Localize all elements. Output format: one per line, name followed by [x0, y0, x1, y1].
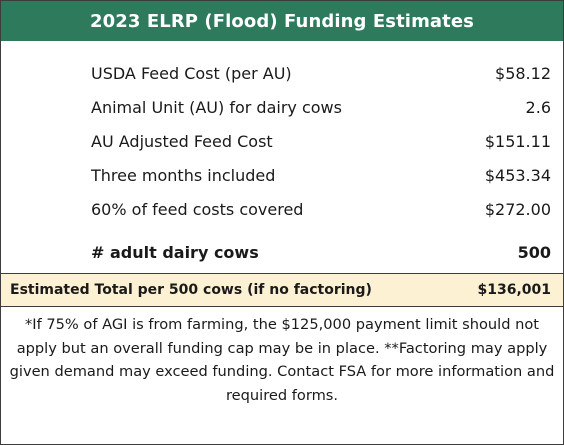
row-value: $58.12 [495, 63, 551, 83]
row-value: 2.6 [525, 97, 551, 117]
estimate-row-percent-covered: 60% of feed costs covered $272.00 [91, 196, 551, 222]
row-label: Animal Unit (AU) for dairy cows [91, 97, 342, 117]
row-value: $453.34 [484, 165, 551, 185]
row-label: USDA Feed Cost (per AU) [91, 63, 292, 83]
total-value: $136,001 [477, 282, 551, 298]
estimate-row-adjusted-feed-cost: AU Adjusted Feed Cost $151.11 [91, 128, 551, 154]
row-label: Three months included [91, 165, 276, 185]
page-title: 2023 ELRP (Flood) Funding Estimates [89, 10, 474, 32]
estimate-row-feed-cost: USDA Feed Cost (per AU) $58.12 [91, 60, 551, 86]
estimate-row-three-months: Three months included $453.34 [91, 162, 551, 188]
estimate-row-animal-unit: Animal Unit (AU) for dairy cows 2.6 [91, 94, 551, 120]
row-value: $272.00 [484, 199, 551, 219]
footnote: *If 75% of AGI is from farming, the $125… [9, 316, 555, 404]
row-value: $151.11 [484, 131, 551, 151]
cows-label: # adult dairy cows [91, 242, 259, 262]
cows-value: 500 [517, 242, 551, 262]
total-bar: Estimated Total per 500 cows (if no fact… [1, 273, 563, 307]
title-bar: 2023 ELRP (Flood) Funding Estimates [1, 1, 563, 41]
row-label: AU Adjusted Feed Cost [91, 131, 273, 151]
row-label: 60% of feed costs covered [91, 199, 304, 219]
estimate-row-dairy-cows: # adult dairy cows 500 [91, 239, 551, 265]
total-label: Estimated Total per 500 cows (if no fact… [10, 282, 372, 298]
